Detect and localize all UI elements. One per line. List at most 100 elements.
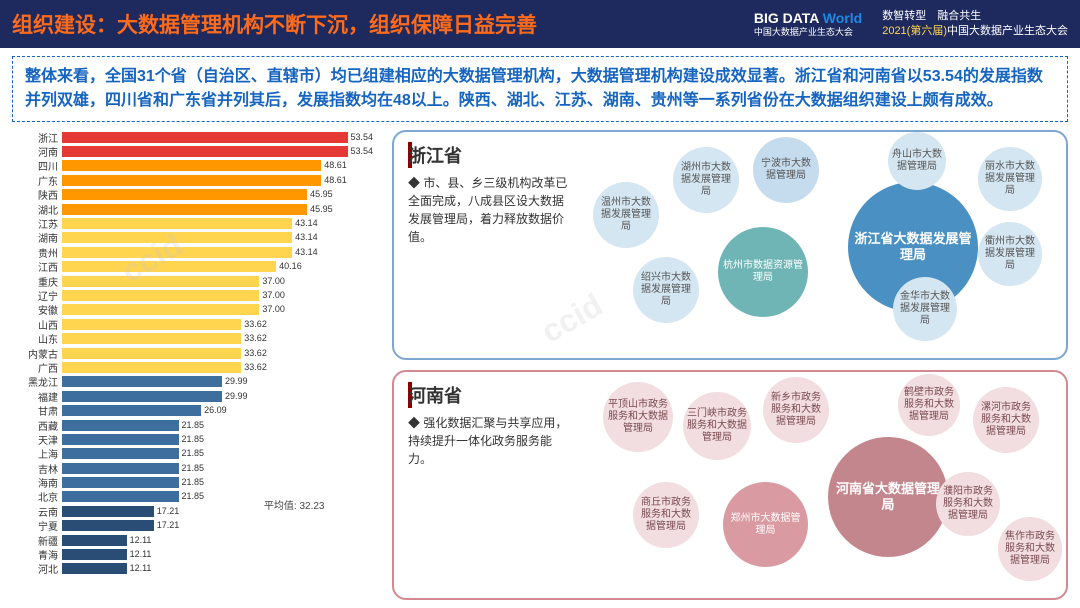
province-panels: 浙江省◆ 市、县、乡三级机构改革已全面完成，八成县区设大数据发展管理局，着力释放… — [392, 130, 1068, 600]
chart-row: 陕西45.95 — [12, 188, 382, 202]
chart-value: 43.14 — [295, 232, 318, 243]
bubble: 鹤壁市政务服务和大数据管理局 — [898, 374, 960, 436]
chart-row: 贵州 43.14 — [12, 245, 382, 259]
bubble: 新乡市政务服务和大数据管理局 — [763, 377, 829, 443]
chart-value: 21.85 — [182, 491, 205, 502]
province-desc: ◆ 市、县、乡三级机构改革已全面完成，八成县区设大数据发展管理局，着力释放数据价… — [408, 174, 568, 246]
chart-label: 北京 — [12, 489, 62, 504]
chart-average: 平均值: 32.23 — [264, 497, 325, 512]
bubble: 湖州市大数据发展管理局 — [673, 147, 739, 213]
bubble: 丽水市大数据发展管理局 — [978, 147, 1042, 211]
chart-value: 45.95 — [310, 189, 333, 200]
chart-row: 江苏43.14 — [12, 216, 382, 230]
chart-row: 西藏21.85 — [12, 418, 382, 432]
chart-value: 26.09 — [204, 405, 227, 416]
chart-bar: 33.62 — [62, 362, 241, 373]
chart-bar: 53.54 — [62, 132, 348, 143]
chart-bar: 21.85 — [62, 477, 179, 488]
bubble: 郑州市大数据管理局 — [723, 482, 808, 567]
chart-value: 43.14 — [295, 247, 318, 258]
chart-value: 37.00 — [262, 276, 285, 287]
chart-bar: 33.62 — [62, 348, 241, 359]
bubble: 舟山市大数据管理局 — [888, 132, 946, 190]
bubble-chart: 浙江省大数据发展管理局杭州市数据资源管理局湖州市大数据发展管理局宁波市大数据管理… — [578, 142, 1052, 348]
chart-row: 河南53.54 — [12, 144, 382, 158]
bubble-chart: 河南省大数据管理局郑州市大数据管理局平顶山市政务服务和大数据管理局三门峡市政务服… — [578, 382, 1052, 588]
chart-bar: 48.61 — [62, 175, 321, 186]
bubble: 焦作市政务服务和大数据管理局 — [998, 517, 1062, 581]
chart-label: 贵州 — [12, 245, 62, 260]
chart-value: 12.11 — [130, 549, 152, 560]
chart-row: 海南21.85 — [12, 475, 382, 489]
chart-bar: 29.99 — [62, 376, 222, 387]
chart-label: 辽宁 — [12, 288, 62, 303]
chart-row: 湖北45.95 — [12, 202, 382, 216]
bubble: 平顶山市政务服务和大数据管理局 — [603, 382, 673, 452]
intro-box: 整体来看，全国31个省（自治区、直辖市）均已组建相应的大数据管理机构，大数据管理… — [12, 56, 1068, 122]
chart-label: 内蒙古 — [12, 346, 62, 361]
chart-value: 21.85 — [182, 448, 205, 459]
chart-value: 37.00 — [262, 304, 285, 315]
chart-bar: 21.85 — [62, 434, 179, 445]
chart-label: 湖南 — [12, 230, 62, 245]
bubble: 漯河市政务服务和大数据管理局 — [973, 387, 1039, 453]
bubble: 金华市大数据发展管理局 — [893, 277, 957, 341]
chart-bar: 45.95 — [62, 189, 307, 200]
chart-row: 山东 33.62 — [12, 331, 382, 345]
chart-row: 上海21.85 — [12, 447, 382, 461]
chart-row: 湖南 43.14 — [12, 231, 382, 245]
chart-label: 海南 — [12, 475, 62, 490]
bar-chart: 浙江53.54河南53.54四川48.61广东48.61陕西45.95湖北45.… — [12, 130, 382, 600]
chart-label: 河北 — [12, 561, 62, 576]
chart-label: 广东 — [12, 173, 62, 188]
chart-row: 内蒙古33.62 — [12, 346, 382, 360]
chart-label: 陕西 — [12, 187, 62, 202]
bubble: 三门峡市政务服务和大数据管理局 — [683, 392, 751, 460]
chart-label: 天津 — [12, 432, 62, 447]
chart-row: 广西33.62 — [12, 360, 382, 374]
chart-bar: 37.00 — [62, 290, 259, 301]
chart-label: 新疆 — [12, 533, 62, 548]
chart-label: 山东 — [12, 331, 62, 346]
province-desc: ◆ 强化数据汇聚与共享应用，持续提升一体化政务服务能力。 — [408, 414, 568, 468]
chart-value: 33.62 — [244, 362, 267, 373]
bubble: 河南省大数据管理局 — [828, 437, 948, 557]
chart-label: 青海 — [12, 547, 62, 562]
tagline: 数智转型 融合共生 2021(第六届)中国大数据产业生态大会 — [882, 9, 1068, 40]
chart-bar: 21.85 — [62, 448, 179, 459]
chart-label: 西藏 — [12, 418, 62, 433]
chart-label: 重庆 — [12, 274, 62, 289]
chart-bar: 12.11 — [62, 563, 127, 574]
chart-value: 33.62 — [244, 348, 267, 359]
chart-bar: 40.16 — [62, 261, 276, 272]
chart-value: 29.99 — [225, 391, 248, 402]
bubble: 温州市大数据发展管理局 — [593, 182, 659, 248]
chart-value: 37.00 — [262, 290, 285, 301]
chart-value: 48.61 — [324, 175, 347, 186]
chart-bar: 21.85 — [62, 463, 179, 474]
chart-row: 安徽37.00 — [12, 303, 382, 317]
bubble: 杭州市数据资源管理局 — [718, 227, 808, 317]
chart-bar: 17.21 — [62, 520, 154, 531]
chart-label: 黑龙江 — [12, 374, 62, 389]
chart-value: 33.62 — [244, 333, 267, 344]
chart-value: 29.99 — [225, 376, 248, 387]
chart-bar: 12.11 — [62, 535, 127, 546]
chart-label: 甘肃 — [12, 403, 62, 418]
chart-bar: 29.99 — [62, 391, 222, 402]
chart-row: 青海 12.11 — [12, 547, 382, 561]
chart-row: 北京 21.85 — [12, 490, 382, 504]
chart-value: 40.16 — [279, 261, 302, 272]
chart-row: 山西33.62 — [12, 317, 382, 331]
chart-label: 山西 — [12, 317, 62, 332]
chart-row: 黑龙江29.99 — [12, 375, 382, 389]
header: 组织建设：大数据管理机构不断下沉，组织保障日益完善 BIG DATA World… — [0, 0, 1080, 48]
chart-label: 云南 — [12, 504, 62, 519]
chart-bar: 21.85 — [62, 420, 179, 431]
chart-label: 江西 — [12, 259, 62, 274]
chart-label: 江苏 — [12, 216, 62, 231]
chart-row: 河北12.11 — [12, 562, 382, 576]
chart-label: 四川 — [12, 158, 62, 173]
logo: BIG DATA World 中国大数据产业生态大会 — [754, 10, 862, 38]
chart-bar: 33.62 — [62, 319, 241, 330]
